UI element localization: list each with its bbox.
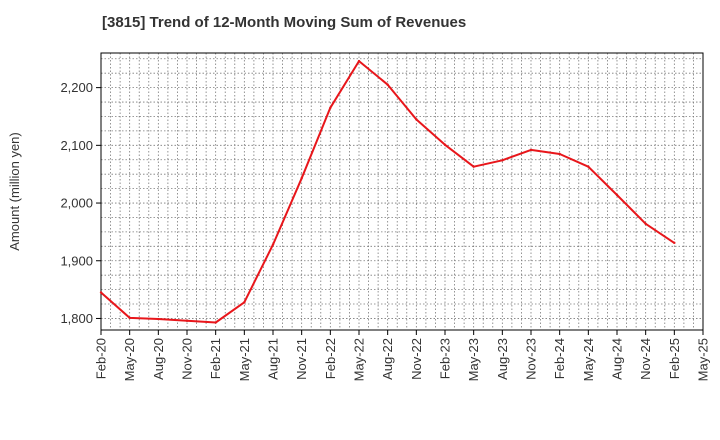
x-tick-label: Nov-23 (524, 338, 539, 380)
data-point (128, 316, 131, 320)
y-axis-label: Amount (million yen) (7, 132, 22, 251)
x-tick-label: Feb-25 (667, 338, 682, 379)
plot-area (100, 52, 704, 331)
data-point (386, 83, 389, 86)
x-tick-label: Aug-21 (266, 338, 281, 380)
y-tick-label: 2,200 (60, 80, 93, 95)
x-tick-label: Feb-20 (94, 338, 109, 379)
chart-title: [3815] Trend of 12-Month Moving Sum of R… (102, 14, 467, 31)
data-point (99, 291, 103, 294)
x-tick-label: Aug-23 (495, 338, 510, 380)
y-tick-label: 1,800 (60, 311, 93, 326)
x-tick-label: Feb-23 (438, 338, 453, 379)
x-tick-label: May-25 (696, 338, 711, 381)
data-point (214, 321, 217, 324)
y-axis-ticks: 1,800 1,900 2,000 2,100 2,200 (60, 80, 101, 326)
y-tick-label: 1,900 (60, 253, 93, 268)
x-tick-label: Nov-24 (638, 338, 653, 380)
data-point (472, 165, 475, 168)
x-tick-label: Aug-22 (380, 338, 395, 380)
x-tick-label: May-24 (581, 338, 596, 381)
grid (101, 53, 703, 330)
data-point (271, 243, 275, 246)
data-point (529, 148, 533, 152)
x-tick-label: May-22 (352, 338, 367, 381)
x-tick-label: May-23 (466, 338, 481, 381)
x-tick-label: Nov-21 (294, 338, 309, 380)
x-tick-label: Feb-21 (208, 338, 223, 379)
data-point (415, 118, 418, 121)
x-tick-label: May-20 (122, 338, 137, 381)
x-axis-ticks: Feb-20 May-20 Aug-20 Nov-20 Feb-21 May-21 Aug-… (94, 330, 711, 381)
x-tick-label: Aug-20 (151, 338, 166, 380)
data-point (587, 165, 590, 168)
x-tick-label: Nov-20 (180, 338, 195, 380)
x-tick-label: Nov-22 (409, 338, 424, 380)
data-point (300, 177, 303, 180)
y-tick-label: 2,000 (60, 196, 93, 211)
x-tick-label: Aug-24 (610, 338, 625, 380)
x-tick-label: May-21 (237, 338, 252, 381)
data-point (443, 143, 447, 146)
data-point (157, 317, 160, 321)
data-point (329, 106, 332, 110)
data-point (558, 152, 561, 156)
data-point (357, 59, 361, 63)
data-point (615, 193, 619, 197)
series-line (100, 60, 675, 324)
series (99, 59, 676, 324)
data-point (501, 159, 504, 162)
x-tick-label: Feb-24 (552, 338, 567, 379)
y-tick-label: 2,100 (60, 138, 93, 153)
data-point (673, 241, 676, 245)
data-point (243, 301, 246, 304)
data-point (185, 319, 189, 322)
x-tick-label: Feb-22 (323, 338, 338, 379)
data-point (644, 222, 647, 226)
